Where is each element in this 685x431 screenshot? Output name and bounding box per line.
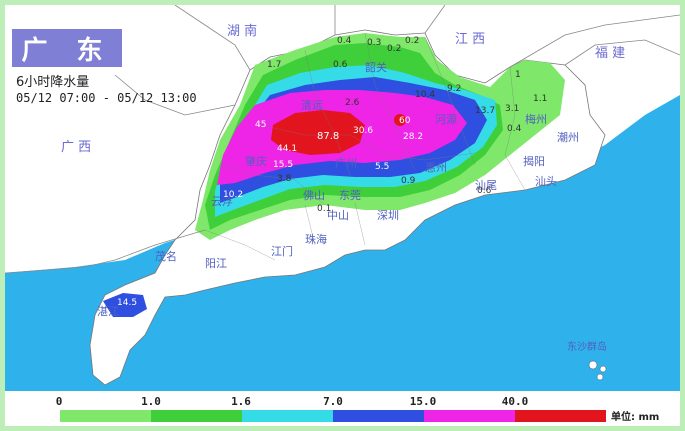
- label-shantou: 汕头: [535, 175, 557, 188]
- label-shenzhen: 深圳: [377, 209, 399, 222]
- label-dongsha: 东沙群岛: [567, 340, 607, 353]
- value-label: 0.6: [333, 60, 348, 70]
- legend-swatch: [424, 410, 515, 422]
- rain-zone-red: [271, 110, 365, 155]
- map-subtitle: 6小时降水量: [16, 75, 90, 90]
- value-label: 10.4: [415, 90, 435, 100]
- value-label: 13.7: [475, 106, 495, 116]
- value-label: 28.2: [403, 132, 423, 142]
- value-label: 0.2: [405, 36, 419, 46]
- label-qingyuan: 清远: [301, 99, 323, 112]
- map-frame: 湖 南 江 西 福 建 广 西 韶关 清远 河源 梅州 潮州 揭阳 汕头 汕尾 …: [5, 5, 680, 426]
- legend-tick: 40.0: [501, 395, 529, 408]
- label-guangxi: 广 西: [61, 140, 91, 155]
- value-label: 9.2: [447, 84, 461, 94]
- legend-swatch: [333, 410, 424, 422]
- value-label: 15.5: [273, 160, 293, 170]
- value-label: 14.5: [117, 298, 137, 308]
- time-range: 05/12 07:00 - 05/12 13:00: [16, 91, 197, 105]
- label-chaozhou: 潮州: [557, 130, 579, 144]
- legend-tick: 15.0: [409, 395, 437, 408]
- region-title: 广 东: [12, 29, 122, 67]
- label-zhuhai: 珠海: [305, 232, 327, 246]
- legend-unit: 单位: mm: [611, 412, 660, 423]
- value-label: 3.1: [505, 104, 519, 114]
- legend-swatch: [60, 410, 151, 422]
- label-shanwei: 汕尾: [475, 179, 497, 192]
- legend-tick: 7.0: [323, 395, 343, 408]
- value-label: 0.4: [337, 36, 352, 46]
- value-label: 0.3: [367, 38, 381, 48]
- label-meizhou: 梅州: [525, 112, 547, 126]
- value-label: 44.1: [277, 144, 297, 154]
- rain-zone-blue-west: [103, 293, 147, 317]
- value-label: 1.7: [267, 60, 281, 70]
- island: [596, 373, 604, 381]
- province-borders: [5, 5, 680, 274]
- legend-swatch: [242, 410, 333, 422]
- precipitation-map: 湖 南 江 西 福 建 广 西 韶关 清远 河源 梅州 潮州 揭阳 汕头 汕尾 …: [5, 5, 680, 391]
- label-jiangmen: 江门: [271, 244, 293, 258]
- label-guangzhou: 广州: [335, 157, 357, 170]
- city-borders: [204, 32, 526, 261]
- label-dongguan: 东莞: [339, 189, 361, 202]
- label-yangjiang: 阳江: [205, 257, 227, 270]
- label-jieyang: 揭阳: [523, 154, 545, 168]
- value-label: 3.8: [277, 174, 292, 184]
- label-zhanjiang: 湛江: [97, 305, 119, 318]
- label-zhongshan: 中山: [327, 209, 349, 222]
- legend-tick: 1.6: [231, 395, 251, 408]
- label-foshan: 佛山: [303, 189, 325, 202]
- value-label: 30.6: [353, 126, 373, 136]
- island: [588, 360, 598, 370]
- legend-tick: 0: [55, 395, 63, 408]
- value-label: 1: [515, 70, 521, 80]
- legend-swatch: [515, 410, 606, 422]
- rain-zone-red-spot: [394, 114, 406, 126]
- legend-tick: 1.0: [141, 395, 161, 408]
- label-jiangxi: 江 西: [455, 32, 485, 47]
- label-shaoguan: 韶关: [365, 60, 387, 74]
- label-zhaoqing: 肇庆: [245, 154, 267, 168]
- value-label: 87.8: [317, 131, 339, 142]
- label-huizhou: 惠州: [425, 160, 447, 174]
- island: [599, 365, 607, 373]
- label-hunan: 湖 南: [227, 23, 257, 39]
- value-label: 0.2: [387, 44, 401, 54]
- value-label: 0.6: [477, 186, 492, 196]
- value-label: 0.4: [507, 124, 522, 134]
- value-label: 2.6: [345, 98, 360, 108]
- value-label: 0.9: [401, 176, 416, 186]
- value-label: 1.1: [533, 94, 547, 104]
- label-heyuan: 河源: [435, 112, 457, 126]
- value-label: 10.2: [223, 190, 243, 200]
- color-legend: 0 1.0 1.6 7.0 15.0 40.0 单位: mm: [5, 391, 680, 426]
- value-label: 5.5: [375, 162, 389, 172]
- value-label: 60: [399, 116, 411, 126]
- value-label: 45: [255, 120, 266, 130]
- label-yunfu: 云浮: [211, 195, 233, 208]
- label-maoming: 茂名: [155, 249, 177, 263]
- label-fujian: 福 建: [595, 46, 625, 61]
- value-label: 0.1: [317, 204, 331, 214]
- legend-swatch: [151, 410, 242, 422]
